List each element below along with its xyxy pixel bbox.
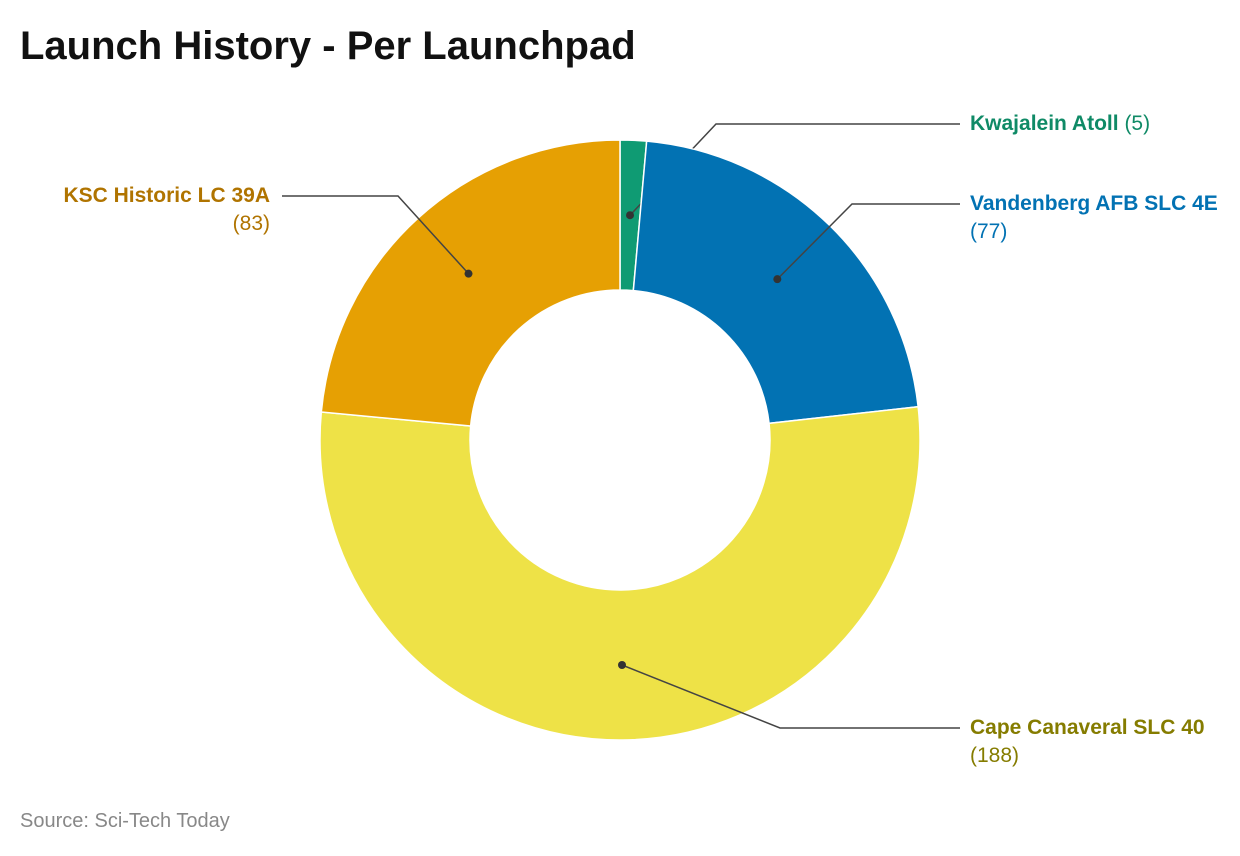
leader-line — [776, 203, 960, 280]
leader-line — [282, 195, 470, 275]
leader-dot — [464, 269, 473, 278]
source-note: Source: Sci-Tech Today — [20, 810, 230, 832]
chart-title: Launch History - Per Launchpad — [20, 24, 636, 68]
leader-dot — [618, 660, 627, 669]
leader-line — [621, 664, 960, 729]
leader-dot — [773, 275, 782, 284]
leader-dot — [626, 211, 635, 220]
slice-label-name: Cape Canaveral SLC 40 — [970, 716, 1205, 739]
label-kwajalein-atoll: Kwajalein Atoll (5) — [970, 110, 1230, 138]
slice-label-value: (77) — [970, 220, 1008, 243]
label-cape-canaveral-slc-40: Cape Canaveral SLC 40 (188) — [970, 714, 1230, 770]
slice-label-name: KSC Historic LC 39A — [63, 184, 270, 207]
slice-label-value: (5) — [1124, 112, 1151, 135]
label-ksc-historic-lc-39a: KSC Historic LC 39A (83) — [30, 182, 270, 238]
slice-label-value: (83) — [232, 212, 270, 235]
slice-label-name: Vandenberg AFB SLC 4E — [970, 192, 1218, 215]
slice-label-value: (188) — [970, 744, 1020, 767]
slice-ksc-historic-lc-39a — [320, 139, 621, 427]
slice-label-name: Kwajalein Atoll — [970, 112, 1119, 135]
label-vandenberg-afb-slc-4e: Vandenberg AFB SLC 4E (77) — [970, 190, 1230, 246]
slice-cape-canaveral-slc-40 — [319, 405, 921, 741]
